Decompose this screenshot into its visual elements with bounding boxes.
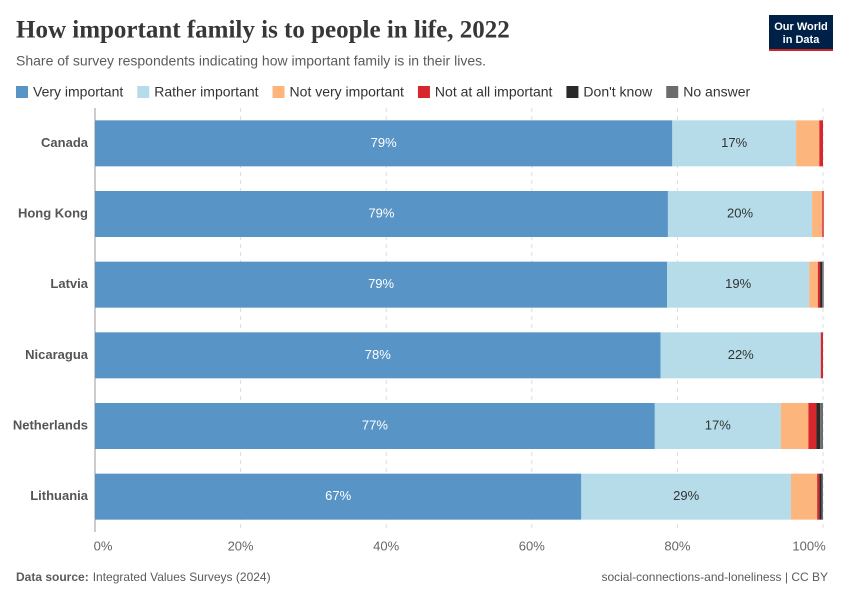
y-tick-label: Hong Kong — [18, 205, 88, 220]
legend-swatch — [666, 86, 679, 98]
bar-segment — [820, 261, 823, 308]
bar-segment — [812, 191, 823, 237]
data-label: 29% — [673, 488, 699, 503]
data-label: 22% — [728, 347, 754, 362]
data-label: 79% — [368, 276, 394, 291]
legend-label: Not very important — [290, 84, 404, 100]
y-tick-label: Lithuania — [30, 488, 89, 503]
x-tick-label: 0% — [94, 538, 113, 553]
legend-swatch — [272, 86, 285, 98]
bar-segment — [822, 261, 824, 308]
y-tick-label: Canada — [41, 135, 89, 150]
bar-segment — [790, 473, 818, 520]
x-tick-label: 80% — [664, 538, 690, 553]
y-tick-label: Nicaragua — [25, 347, 89, 362]
bar-segment — [808, 403, 817, 449]
bar-segment — [819, 120, 823, 167]
bar-segment — [819, 473, 822, 520]
bar-segment — [95, 403, 655, 449]
legend-label: Very important — [33, 84, 123, 100]
data-label: 78% — [365, 347, 391, 362]
data-label: 79% — [368, 205, 394, 220]
footer-right[interactable]: social-connections-and-loneliness | CC B… — [601, 570, 828, 584]
data-label: 77% — [362, 417, 388, 432]
logo-box[interactable] — [769, 15, 833, 51]
legend-label: Don't know — [583, 84, 653, 100]
bar-segment — [654, 403, 781, 449]
bar-segment — [796, 120, 820, 167]
legend-swatch — [16, 86, 28, 98]
bar-segment — [820, 403, 823, 449]
bar-segment — [581, 473, 791, 520]
bar-segment — [95, 191, 668, 237]
bar-segment — [667, 261, 810, 308]
bar-segment — [822, 191, 824, 237]
logo-text: in Data — [783, 34, 821, 46]
bar-segment — [809, 261, 818, 308]
bar-segment — [780, 403, 809, 449]
x-tick-label: 20% — [228, 538, 254, 553]
legend-label: No answer — [683, 84, 750, 100]
logo-text: Our World — [774, 21, 828, 33]
legend-swatch — [137, 86, 150, 98]
chart-subtitle: Share of survey respondents indicating h… — [16, 53, 486, 69]
data-label: 20% — [727, 205, 753, 220]
data-label: 17% — [721, 135, 747, 150]
bar-segment — [95, 120, 673, 167]
x-tick-label: 100% — [792, 538, 826, 553]
bar-segment — [95, 261, 668, 308]
bar-segment — [672, 120, 797, 167]
bar-segment — [95, 332, 661, 379]
legend-swatch — [417, 86, 430, 98]
bar-segment — [95, 473, 582, 520]
bar-segment — [667, 191, 813, 237]
bar-segment — [817, 473, 820, 520]
data-label: 67% — [325, 488, 351, 503]
source-label: Data source: — [16, 570, 89, 584]
logo-bar — [769, 49, 833, 51]
bar-segment — [817, 261, 821, 308]
bar-segment — [821, 473, 823, 520]
bar-segment — [660, 332, 821, 379]
x-tick-label: 40% — [373, 538, 399, 553]
data-label: 19% — [725, 276, 751, 291]
bar-segment — [820, 332, 823, 379]
source: Integrated Values Surveys (2024) — [93, 570, 271, 584]
chart-title: How important family is to people in lif… — [16, 17, 510, 44]
bar-segment — [816, 403, 821, 449]
y-tick-label: Netherlands — [13, 417, 88, 432]
y-tick-label: Latvia — [50, 276, 88, 291]
legend-label: Rather important — [154, 84, 258, 100]
legend-swatch — [566, 86, 579, 98]
x-tick-label: 60% — [519, 538, 545, 553]
data-label: 17% — [705, 417, 731, 432]
legend-label: Not at all important — [435, 84, 553, 100]
data-label: 79% — [371, 135, 397, 150]
